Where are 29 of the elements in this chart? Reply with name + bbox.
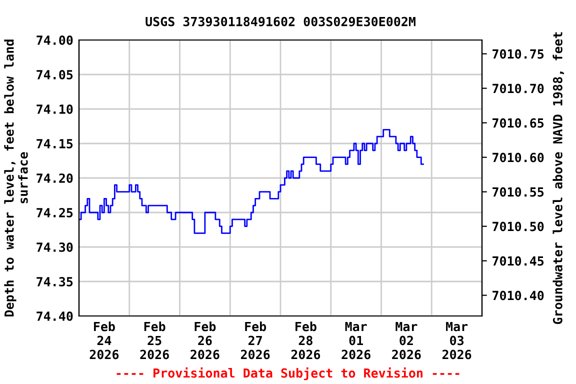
- x-tick-label: Feb 26 2026: [190, 322, 220, 360]
- x-tick-label: Feb 28 2026: [291, 322, 320, 360]
- y-tick-label: 74.20: [36, 173, 73, 183]
- y2-axis-title: Groundwater level above NAVD 1988, feet: [552, 32, 564, 324]
- x-tick-label: Mar 03 2026: [442, 322, 472, 360]
- x-tick-label: Feb 27 2026: [240, 322, 270, 360]
- text: ---- Provisional Data Subject to Revision ----: [116, 367, 460, 380]
- y-tick-label: 74.30: [36, 242, 73, 252]
- y2-tick-label: 7010.40: [492, 290, 544, 300]
- y-tick-label: 74.25: [36, 208, 73, 218]
- y-tick-label: 74.05: [36, 70, 73, 80]
- y2-tick-label: 7010.70: [492, 84, 544, 94]
- y-tick-label: 74.35: [36, 276, 73, 286]
- y2-tick-label: 7010.45: [492, 256, 544, 266]
- y-tick-label: 74.10: [36, 104, 73, 114]
- y-axis-title: Depth to water level, feet below land surface: [4, 40, 28, 316]
- y2-tick-label: 7010.65: [492, 118, 544, 128]
- y2-tick-label: 7010.60: [492, 152, 544, 162]
- x-tick-label: Feb 25 2026: [140, 322, 169, 360]
- y2-tick-label: 7010.55: [492, 187, 544, 197]
- y-tick-label: 74.00: [36, 35, 73, 45]
- y-tick-label: 74.15: [36, 139, 73, 148]
- chart-title: USGS 373930118491602 003S029E30E002M: [146, 16, 416, 26]
- x-tick-label: Feb 24 2026: [90, 322, 119, 360]
- y-tick-label: 74.40: [36, 311, 73, 321]
- x-tick-label: Mar 01 2026: [342, 322, 370, 360]
- x-tick-label: Mar 02 2026: [392, 322, 421, 360]
- y2-tick-label: 7010.50: [492, 222, 544, 232]
- y2-tick-label: 7010.75: [492, 49, 544, 59]
